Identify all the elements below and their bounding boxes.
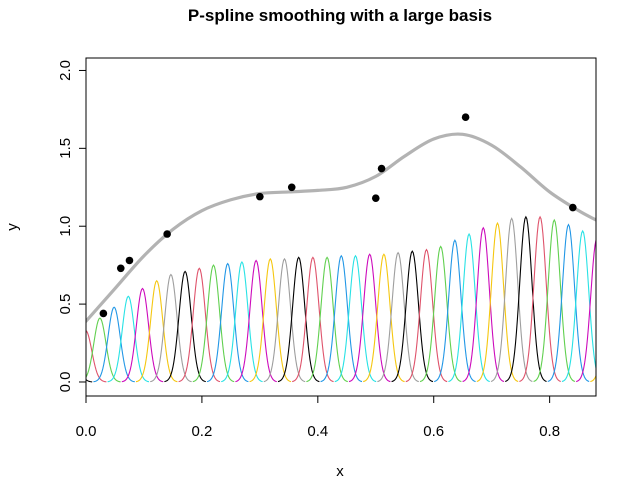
basis-curve-5 [107,295,150,383]
y-tick-label: 1.5 [57,138,74,159]
basis-curve-6 [121,287,164,383]
y-axis-label: y [4,223,21,231]
basis-curve-31 [476,221,519,383]
basis-curve-12 [206,262,249,383]
x-tick-label: 0.4 [307,423,328,440]
basis-curve-11 [192,264,235,383]
basis-curve-36 [547,223,590,383]
basis-curve-28 [434,239,476,383]
data-point-7 [371,194,380,202]
basis-curve-21 [334,254,377,383]
basis-curve-38 [576,239,596,383]
y-tick-label: 0.0 [57,372,74,393]
basis-functions [86,215,596,383]
basis-curve-15 [249,257,292,383]
basis-curve-8 [150,273,192,383]
smooth-curve-layer [86,132,596,323]
basis-curve-19 [306,256,348,383]
chart-title: P-spline smoothing with a large basis [188,6,492,25]
basis-curve-7 [135,279,178,383]
y-tick-label: 1.0 [57,216,74,237]
x-axis-label: x [336,463,344,480]
basis-curve-37 [561,229,596,383]
basis-curve-26 [405,248,448,383]
data-point-1 [99,309,108,318]
basis-curve-9 [164,270,206,383]
x-tick-label: 0.0 [76,423,97,440]
y-axis: 0.0 0.5 1.0 1.5 2.0 [57,60,86,392]
basis-curve-27 [419,245,462,383]
basis-curve-22 [348,253,391,383]
y-tick-label: 2.0 [57,60,74,81]
basis-curve-14 [235,259,277,383]
basis-curve-23 [363,253,405,383]
basis-curve-10 [178,267,221,383]
basis-curve-34 [519,215,561,382]
basis-curve-20 [320,254,363,383]
basis-curve-13 [221,261,263,383]
data-point-6 [287,183,296,192]
basis-curve-39 [590,374,596,383]
basis-curve-16 [263,257,306,383]
x-axis: 0.0 0.2 0.4 0.6 0.8 [76,396,560,440]
y-tick-label: 0.5 [57,294,74,315]
data-point-4 [163,230,171,238]
data-point-8 [377,164,386,173]
data-point-5 [256,192,264,201]
x-tick-label: 0.6 [423,423,444,440]
data-point-2 [116,264,125,273]
plot-frame [85,57,597,397]
x-tick-label: 0.8 [539,423,560,440]
basis-curve-24 [377,251,419,383]
basis-curve-18 [292,256,334,383]
basis-curve-30 [462,226,505,383]
basis-curve-25 [391,250,434,383]
basis-curve-32 [490,217,533,382]
smooth-curve [86,132,596,323]
data-points [99,113,577,318]
data-point-3 [125,256,134,265]
basis-curve-17 [277,256,320,383]
x-tick-label: 0.2 [191,423,212,440]
basis-curve-3 [86,317,121,383]
data-point-9 [461,113,470,121]
basis-curve-33 [505,215,547,382]
basis-curve-35 [533,218,576,382]
data-point-10 [569,203,577,212]
basis-curve-29 [448,232,490,383]
